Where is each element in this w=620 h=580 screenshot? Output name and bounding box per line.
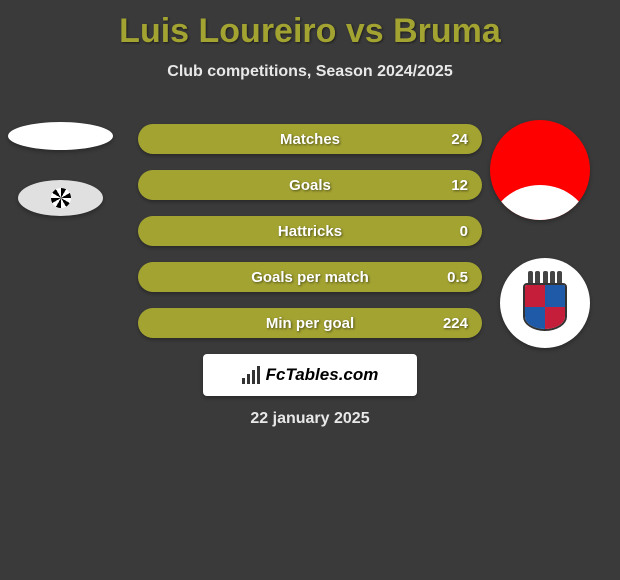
stat-label: Goals	[289, 177, 331, 194]
boavista-crest-icon	[51, 188, 71, 208]
stat-row-goals: Goals 12	[138, 170, 482, 200]
stat-label: Min per goal	[266, 315, 354, 332]
stat-value: 12	[451, 177, 468, 194]
player-right-avatar	[490, 120, 590, 220]
club-left-badge	[18, 180, 103, 216]
stat-label: Hattricks	[278, 223, 342, 240]
subtitle: Club competitions, Season 2024/2025	[0, 63, 620, 81]
stat-row-hattricks: Hattricks 0	[138, 216, 482, 246]
fctables-logo[interactable]: FcTables.com	[203, 354, 417, 396]
club-right-badge	[500, 258, 590, 348]
braga-crest-icon	[520, 273, 570, 333]
stat-value: 24	[451, 131, 468, 148]
stat-label: Matches	[280, 131, 340, 148]
stat-value: 224	[443, 315, 468, 332]
chart-bars-icon	[242, 366, 260, 384]
stat-value: 0	[460, 223, 468, 240]
stat-row-min-per-goal: Min per goal 224	[138, 308, 482, 338]
stats-container: Matches 24 Goals 12 Hattricks 0 Goals pe…	[138, 124, 482, 354]
stat-row-matches: Matches 24	[138, 124, 482, 154]
logo-text: FcTables.com	[266, 365, 379, 385]
player-left-avatar	[8, 122, 113, 150]
stat-value: 0.5	[447, 269, 468, 286]
page-title: Luis Loureiro vs Bruma	[0, 0, 620, 51]
date-text: 22 january 2025	[0, 410, 620, 428]
stat-label: Goals per match	[251, 269, 369, 286]
stat-row-goals-per-match: Goals per match 0.5	[138, 262, 482, 292]
